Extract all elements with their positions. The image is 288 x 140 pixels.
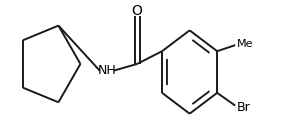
Text: O: O: [132, 4, 143, 18]
Text: Me: Me: [237, 39, 253, 49]
Text: Br: Br: [237, 101, 250, 114]
Text: NH: NH: [97, 64, 116, 77]
